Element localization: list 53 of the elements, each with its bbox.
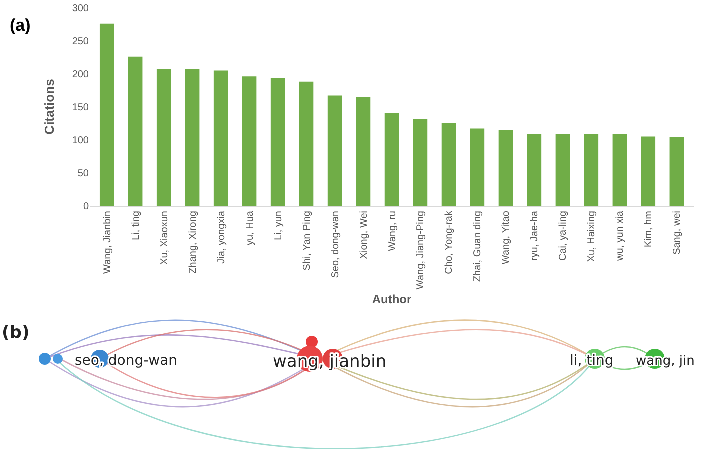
x-tick-label: Xu, Haixing bbox=[586, 211, 598, 262]
bar bbox=[641, 136, 656, 206]
bar bbox=[584, 134, 599, 206]
x-tick-label: Wang, ru bbox=[387, 211, 398, 252]
x-tick-label: Jia, yongxia bbox=[216, 210, 228, 264]
bar bbox=[442, 124, 456, 206]
y-tick-label: 0 bbox=[83, 202, 90, 212]
x-tick-label: Wang, Jiang-Ping bbox=[416, 211, 427, 290]
x-tick-label: Seo, dong-wan bbox=[330, 211, 342, 278]
bar bbox=[270, 78, 286, 206]
x-tick-label: Cai, ya-ling bbox=[558, 211, 570, 262]
x-tick-label: Cho, Yong-rak bbox=[444, 210, 456, 274]
x-tick-label: Shi, Yan Ping bbox=[302, 211, 313, 271]
y-axis-title: Citations bbox=[42, 79, 57, 135]
bar bbox=[413, 120, 428, 206]
y-tick-label: 300 bbox=[72, 4, 90, 14]
bar bbox=[328, 96, 342, 206]
y-tick-label: 200 bbox=[72, 70, 90, 80]
text: (b) bbox=[2, 323, 30, 343]
y-tick-label: 50 bbox=[78, 168, 90, 180]
x-tick-label: Zhang, Xirong bbox=[188, 211, 199, 274]
bar bbox=[384, 112, 400, 206]
text: (a) bbox=[10, 16, 31, 35]
y-tick-label: 250 bbox=[72, 36, 90, 48]
bar bbox=[156, 69, 172, 206]
y-tick-label: 100 bbox=[72, 136, 90, 146]
bar bbox=[556, 134, 570, 206]
bar bbox=[299, 82, 314, 206]
bar bbox=[100, 24, 114, 206]
x-tick-label: Xiong, Wei bbox=[358, 211, 370, 260]
bar bbox=[128, 56, 143, 206]
x-tick-label: Wang, Jianbin bbox=[102, 211, 114, 274]
bar bbox=[185, 69, 200, 206]
x-tick-label: Zhai, Guan ding bbox=[472, 211, 484, 282]
bar bbox=[612, 134, 628, 206]
x-tick-label: Li, ting bbox=[130, 211, 142, 240]
bar bbox=[527, 134, 542, 206]
x-tick-label: Xu, Xiaoxun bbox=[159, 211, 170, 265]
x-tick-label: Wang, Yitao bbox=[501, 210, 512, 265]
bar bbox=[242, 76, 257, 206]
bar bbox=[214, 70, 228, 206]
bar bbox=[498, 130, 514, 206]
x-tick-label: yu, Hua bbox=[244, 210, 256, 246]
x-tick-label: Sang, wei bbox=[672, 211, 684, 255]
x-tick-label: ryu, Jae-ha bbox=[530, 210, 541, 262]
y-tick-label: 150 bbox=[72, 102, 90, 114]
bar bbox=[470, 128, 485, 206]
x-axis-title: Author bbox=[372, 292, 412, 306]
x-tick-label: wu, yun xia bbox=[615, 210, 626, 262]
bar bbox=[670, 137, 684, 206]
x-tick-label: Kim, hm bbox=[644, 211, 655, 248]
bar bbox=[356, 97, 371, 206]
x-tick-label: Li, yun bbox=[273, 211, 284, 240]
